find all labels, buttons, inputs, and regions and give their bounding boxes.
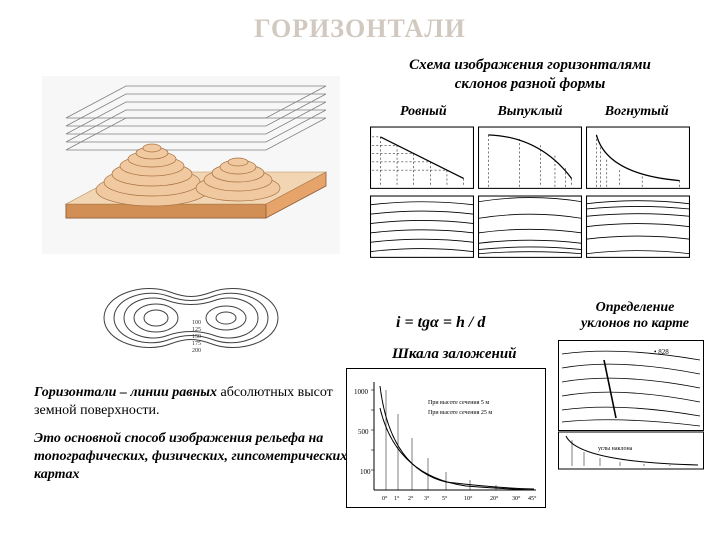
svg-text:45°: 45°	[528, 495, 537, 502]
def-lead-2b: сновной способ изображения рельефа на то…	[34, 431, 347, 482]
svg-text:500: 500	[358, 428, 369, 436]
svg-text:150: 150	[192, 334, 201, 340]
svg-text:0°: 0°	[382, 495, 388, 502]
slope-col-concave	[586, 124, 690, 246]
svg-text:углы наклона: углы наклона	[598, 446, 633, 452]
schema-caption-l1: Схема изображения горизонталями	[409, 57, 651, 73]
definition-text: Горизонтали – линии равных абсолютных вы…	[34, 384, 354, 494]
slope-profile-even	[370, 124, 474, 191]
slope-plan-convex	[478, 193, 582, 260]
svg-text:3°: 3°	[424, 495, 430, 502]
svg-text:10°: 10°	[464, 495, 473, 502]
formula: i = tgα = h / d	[396, 314, 485, 332]
svg-text:200: 200	[192, 348, 201, 354]
figure-3d-terrain	[42, 76, 340, 254]
svg-text:125: 125	[192, 327, 201, 333]
col-label-1: Выпуклый	[477, 104, 584, 120]
col-label-2: Вогнутый	[583, 104, 690, 120]
svg-text:175: 175	[192, 341, 201, 347]
svg-text:20°: 20°	[490, 495, 499, 502]
svg-text:1000: 1000	[354, 388, 369, 396]
schema-caption-l2: склонов разной формы	[455, 76, 605, 92]
svg-text:100: 100	[360, 468, 371, 476]
svg-text:30°: 30°	[512, 495, 521, 502]
slope-profile-convex	[478, 124, 582, 191]
def-para-2: Это основной способ изображения рельефа …	[34, 430, 354, 484]
svg-text:1°: 1°	[394, 495, 400, 502]
col-label-0: Ровный	[370, 104, 477, 120]
svg-text:100: 100	[192, 320, 201, 326]
slope-plan-concave	[586, 193, 690, 260]
svg-text:2°: 2°	[408, 495, 414, 502]
def-lead-1: Горизонтали – линии равных	[34, 385, 217, 400]
figure-laying-scale: 1000 500 100 0° 1° 2° 3° 5° 10° 20° 30° 45° Пр…	[346, 368, 546, 508]
figure-angle-map: • 828 углы наклона	[558, 340, 704, 470]
angle-caption-l1: Определение	[596, 300, 675, 315]
schema-caption: Схема изображения горизонталями склонов …	[370, 56, 690, 94]
figure-plan-contours: 100 125 150 175 200	[74, 274, 308, 362]
svg-text:• 828: • 828	[654, 348, 669, 356]
slope-diagrams	[370, 124, 690, 246]
plan-svg: 100 125 150 175 200	[74, 274, 308, 362]
slope-col-even	[370, 124, 474, 246]
page-title: ГОРИЗОНТАЛИ	[0, 14, 720, 44]
def-para-1: Горизонтали – линии равных абсолютных вы…	[34, 384, 354, 420]
angle-caption: Определение уклонов по карте	[560, 300, 710, 332]
svg-text:При высоте сечения 5 м: При высоте сечения 5 м	[428, 400, 489, 406]
angle-caption-l2: уклонов по карте	[581, 316, 689, 331]
slope-col-convex	[478, 124, 582, 246]
scale-caption: Шкала заложений	[392, 346, 517, 363]
svg-text:При высоте сечения 25 м: При высоте сечения 25 м	[428, 410, 492, 416]
slope-plan-even	[370, 193, 474, 260]
def-lead-2a: Это о	[34, 431, 71, 446]
terrain-svg	[42, 76, 340, 254]
schema-column-labels: Ровный Выпуклый Вогнутый	[370, 104, 690, 120]
svg-text:5°: 5°	[442, 495, 448, 502]
slope-profile-concave	[586, 124, 690, 191]
